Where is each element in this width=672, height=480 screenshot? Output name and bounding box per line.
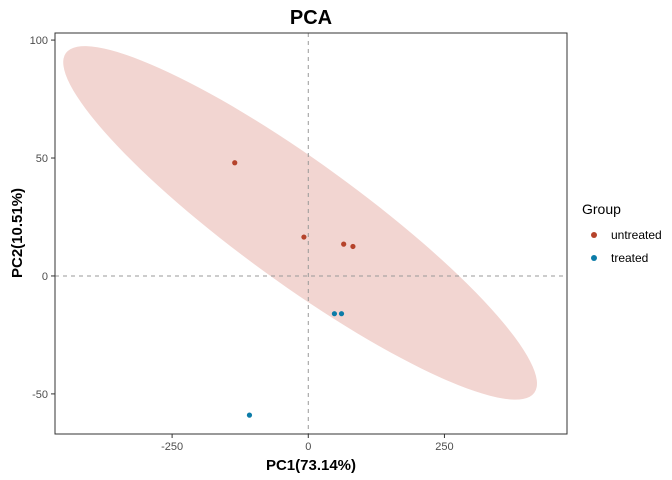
chart-title: PCA bbox=[290, 7, 332, 29]
axis-ticks: -250 0 250 -50 0 50 100 bbox=[30, 35, 454, 453]
confidence-ellipse bbox=[63, 46, 537, 400]
legend-label-treated: treated bbox=[611, 251, 648, 265]
point-untreated bbox=[350, 243, 356, 250]
data-points bbox=[232, 160, 356, 418]
y-tick-label: 0 bbox=[42, 271, 48, 283]
legend: Group untreated treated bbox=[582, 201, 662, 265]
legend-key-treated bbox=[591, 255, 597, 261]
y-axis-title: PC2(10.51%) bbox=[9, 188, 26, 278]
y-tick-label: 50 bbox=[36, 153, 48, 165]
point-treated bbox=[331, 311, 338, 317]
confidence-ellipse-layer bbox=[63, 46, 537, 400]
reference-lines bbox=[55, 33, 567, 434]
legend-label-untreated: untreated bbox=[611, 228, 662, 242]
y-tick-label: 100 bbox=[30, 35, 48, 47]
plot-panel-border bbox=[54, 32, 568, 435]
x-axis-title: PC1(73.14%) bbox=[266, 457, 356, 474]
point-untreated bbox=[341, 241, 347, 247]
x-tick-label: 250 bbox=[435, 441, 453, 453]
x-tick-label: 0 bbox=[305, 441, 311, 453]
y-tick-label: -50 bbox=[32, 389, 48, 401]
legend-title: Group bbox=[582, 201, 621, 217]
legend-key-untreated bbox=[591, 232, 597, 238]
point-untreated bbox=[232, 160, 238, 166]
point-treated bbox=[338, 311, 345, 317]
point-untreated bbox=[301, 234, 307, 240]
x-tick-label: -250 bbox=[161, 441, 183, 453]
point-treated bbox=[246, 412, 253, 418]
